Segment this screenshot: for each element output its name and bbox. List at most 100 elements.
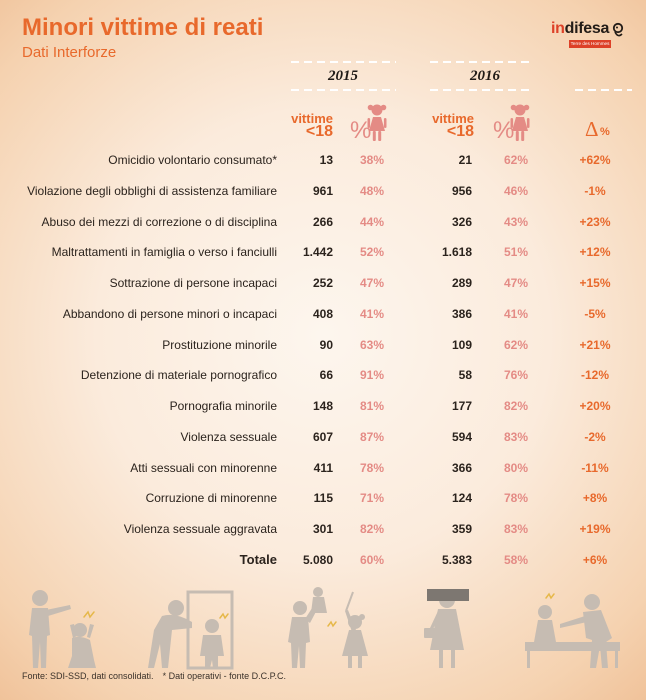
female-pct-2015-value: 41% [359,306,384,321]
crime-label: Detenzione di materiale pornografico [80,368,277,383]
victims-2016-value: 326 [451,214,472,229]
bed-scene-silhouette [525,592,620,668]
victims-2015-value: 13 [319,153,333,167]
crime-label: Omicidio volontario consumato* [108,153,277,167]
victims-2016-value: 21 [458,153,472,167]
crime-label: Abbandono di persone minori o incapaci [62,306,277,321]
victims-2016-value: 386 [451,306,472,321]
source-footer: Fonte: SDI-SSD, dati consolidati. * Dati … [22,670,286,682]
female-pct-2016-value: 62% [503,337,528,352]
female-pct-2015-value: 82% [359,522,384,537]
table-row: Pornografia minorile 148 81% 177 82% +20% [0,396,646,416]
crime-label: Pornografia minorile [169,399,277,414]
victims-2015-value: 961 [312,183,333,198]
female-pct-2015-value: 78% [359,460,384,475]
victims-2015-value: 90 [319,337,333,352]
female-pct-header-2015: % [350,117,372,144]
female-pct-2015-value: 47% [359,276,384,291]
victims-2016-value: 289 [451,276,472,291]
victims-2016-value: 5.383 [441,553,472,567]
victims-2016-value: 366 [451,460,472,475]
victims-2015-value: 301 [312,522,333,537]
illustration-strip [29,587,620,670]
female-pct-2016-value: 51% [503,245,528,260]
female-pct-2015-value: 87% [359,429,384,444]
table-row: Corruzione di minorenne 115 71% 124 78% +8% [0,488,646,508]
female-pct-2015-value: 38% [359,153,384,167]
female-pct-2015-value: 63% [359,337,384,352]
delta-pct-value: -11% [581,460,609,475]
delta-pct-value: +6% [582,553,608,567]
table-row: Abbandono di persone minori o incapaci 40… [0,304,646,324]
victims-2015-value: 66 [319,368,333,383]
victims-header-2015-line1: vittime [291,111,333,126]
victims-2016-value: 124 [451,491,472,506]
girl-icon [367,104,387,141]
female-pct-header-2016: % [493,117,515,144]
censor-bar [427,589,469,601]
victims-2016-value: 177 [451,399,472,414]
female-pct-2015-value: 81% [359,399,384,414]
doorway-silhouette [148,590,234,670]
table-row: Sottrazione di persone incapaci 252 47% 289… [0,273,646,293]
female-pct-2016-value: 78% [503,491,528,506]
table-total-row: Totale 5.080 60% 5.383 58% +6% [0,550,646,570]
victims-2015-value: 115 [313,491,333,506]
crime-label: Corruzione di minorenne [145,491,277,506]
female-pct-2016-value: 76% [503,368,528,383]
crime-label: Maltrattamenti in famiglia o verso i fan… [51,245,277,260]
delta-pct-value: -5% [584,306,606,321]
logo-wordmark-in: in [551,20,565,37]
crime-label: Violenza sessuale [180,429,277,444]
female-pct-2016-value: 47% [503,276,528,291]
female-pct-2016-value: 58% [503,553,528,567]
victims-header-2015-line2: <18 [305,123,333,140]
female-pct-2016-value: 41% [503,306,528,321]
victims-2015-value: 411 [313,460,333,475]
adult-lifting-child-silhouette [288,587,368,668]
female-pct-2016-value: 62% [503,153,528,167]
delta-pct-value: +15% [579,276,611,291]
crime-label: Sottrazione di persone incapaci [109,276,277,291]
delta-pct-value: -2% [584,429,606,444]
female-pct-2016-value: 82% [503,399,528,414]
victims-2015-value: 148 [312,399,333,414]
table-row: Omicidio volontario consumato* 13 38% 21 62%… [0,150,646,170]
delta-pct-value: +8% [582,491,608,506]
table-row: Violazione degli obblighi di assistenza … [0,181,646,201]
victims-2016-value: 109 [451,337,472,352]
page-title: Minori vittime di reati [22,14,264,41]
victims-2015-value: 266 [312,214,333,229]
delta-pct-value: +20% [579,399,611,414]
girl-icon [510,104,530,141]
logo-tagline: Terre des Hommes [569,40,611,48]
table-row: Violenza sessuale 607 87% 594 83% -2% [0,427,646,447]
victims-2016-value: 956 [451,183,472,198]
victims-2016-value: 1.618 [441,245,472,260]
table-row: Maltrattamenti in famiglia o verso i fan… [0,242,646,262]
crime-label: Violazione degli obblighi di assistenza … [27,183,277,198]
delta-header-symbol: Δ [585,117,599,141]
logo-wordmark: indifesa [551,19,609,39]
victims-2015-value: 607 [312,429,333,444]
crime-label: Atti sessuali con minorenne [130,460,277,475]
victims-2015-value: 1.442 [302,245,333,260]
censored-girl-silhouette [424,589,469,668]
crime-label: Violenza sessuale aggravata [123,522,277,537]
female-pct-2015-value: 44% [359,214,384,229]
female-pct-2015-value: 52% [359,245,384,260]
female-pct-2015-value: 60% [359,553,384,567]
delta-pct-value: +21% [579,337,611,352]
female-pct-2016-value: 46% [503,183,528,198]
delta-pct-value: +12% [579,245,611,260]
delta-header-unit: % [600,126,610,138]
delta-pct-value: +62% [579,153,611,167]
female-pct-2015-value: 91% [359,368,384,383]
table-row: Detenzione di materiale pornografico 66 91… [0,365,646,385]
victims-header-2016-line2: <18 [446,123,474,140]
crime-label: Abuso dei mezzi di correzione o di disci… [41,214,277,229]
delta-pct-value: +19% [579,522,611,537]
victims-2016-value: 594 [451,429,472,444]
year-label-2015: 2015 [328,68,358,84]
table-row: Abuso dei mezzi di correzione o di disci… [0,212,646,232]
